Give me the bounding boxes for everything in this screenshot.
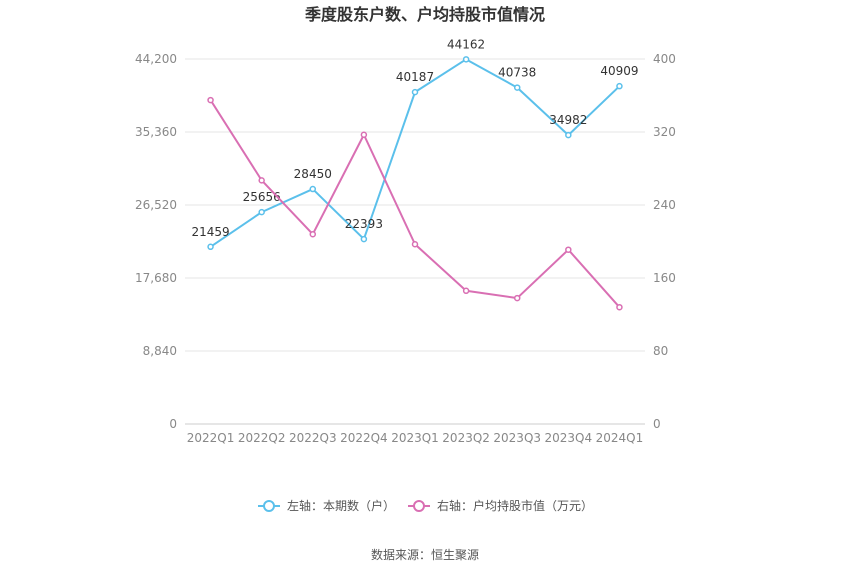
series-point-1 [513,84,521,91]
legend-label-2: 右轴：户均持股市值（万元） [437,498,593,513]
series-point-2 [411,240,419,248]
series-point-2 [258,177,265,184]
right-tick-label: 400 [653,52,676,66]
left-tick-label: 17,680 [135,271,177,285]
legend-marker-1 [263,500,275,512]
left-tick-label: 44,200 [135,52,177,66]
series-point-1 [207,243,214,251]
x-tick-label: 2022Q3 [289,431,337,445]
data-label: 28450 [294,167,332,181]
data-label: 40187 [396,70,434,84]
data-label: 34982 [549,113,587,127]
series-point-2 [207,96,214,104]
legend-label-1: 左轴：本期数（户） [287,498,395,513]
series-layer: 21459 25656 28450 22393 40187 44162 40738 34982… [191,37,639,311]
left-axis: 0 8,840 17,680 26,520 35,360 44,200 [135,52,177,431]
series-point-2 [360,131,368,138]
series-point-2 [616,303,623,311]
data-label: 44162 [447,37,485,51]
x-tick-label: 2022Q1 [187,431,235,445]
right-tick-label: 0 [653,417,661,431]
left-tick-label: 0 [169,417,177,431]
series-line-1 [209,58,621,248]
x-tick-label: 2022Q2 [238,431,286,445]
series-point-1 [565,131,572,139]
data-label: 40738 [498,66,536,80]
data-label: 25656 [243,190,281,204]
series-point-1 [309,185,317,193]
x-tick-label: 2024Q1 [596,431,644,445]
right-tick-label: 160 [653,271,676,285]
source-note: 数据来源：恒生聚源 [371,547,479,562]
x-tick-label: 2022Q4 [340,431,388,445]
series-point-1 [360,235,368,243]
x-tick-label: 2023Q4 [545,431,593,445]
data-label: 40909 [600,64,638,78]
x-tick-label: 2023Q2 [442,431,490,445]
data-label: 22393 [345,217,383,231]
x-tick-label: 2023Q3 [493,431,541,445]
series-point-1 [616,82,623,90]
legend-marker-2 [413,500,425,512]
series-point-2 [309,230,317,238]
left-tick-label: 35,360 [135,125,177,139]
series-point-2 [513,294,521,302]
right-tick-label: 80 [653,344,668,358]
x-tick-label: 2023Q1 [391,431,439,445]
series-point-2 [462,287,470,295]
series-point-2 [565,246,572,253]
grid [185,58,645,425]
left-tick-label: 26,520 [135,198,177,212]
chart-title: 季度股东户数、户均持股市值情况 [304,5,545,24]
x-axis: 2022Q1 2022Q2 2022Q3 2022Q4 2023Q1 2023Q2 2023… [187,431,644,445]
legend[interactable]: 左轴：本期数（户） 右轴：户均持股市值（万元） [258,498,593,513]
right-tick-label: 320 [653,125,676,139]
series-point-1 [462,56,470,63]
right-axis: 0 80 160 240 320 400 [653,52,676,431]
data-label: 21459 [191,225,229,239]
right-tick-label: 240 [653,198,676,212]
left-tick-label: 8,840 [143,344,177,358]
series-point-1 [411,88,419,96]
series-point-1 [258,208,265,216]
